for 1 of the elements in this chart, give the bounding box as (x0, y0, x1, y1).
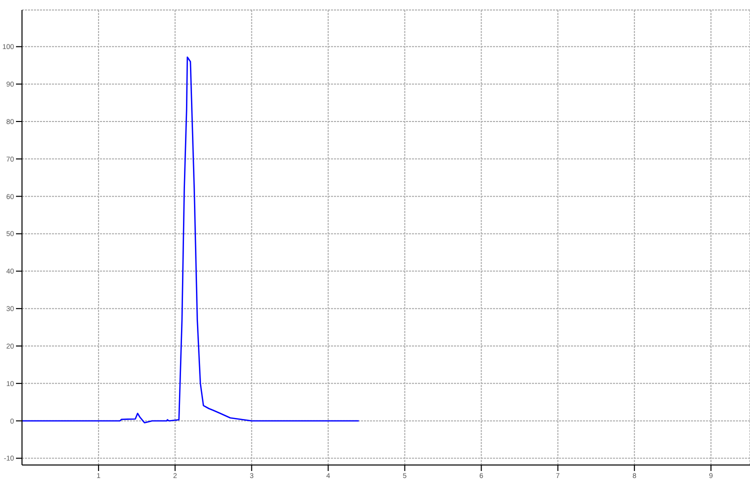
line-series (22, 56, 360, 424)
